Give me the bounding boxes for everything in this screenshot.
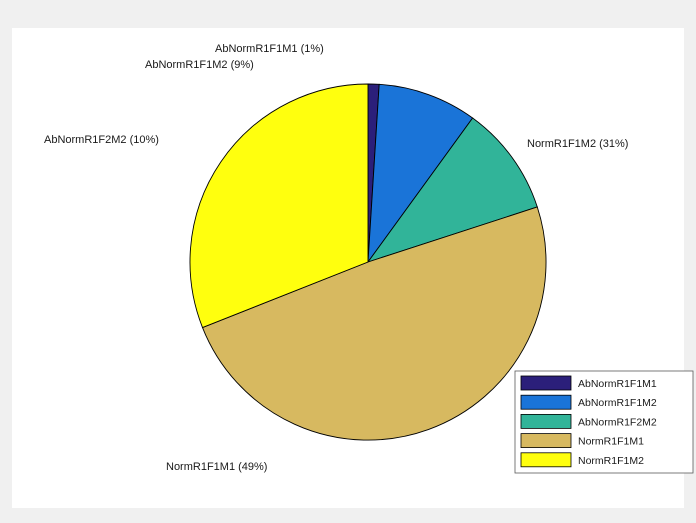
slice-label-normr1f1m1: NormR1F1M1 (49%) — [166, 461, 267, 473]
legend-label-normr1f1m2: NormR1F1M2 — [578, 455, 644, 467]
pie-slice-abnormr1f2m2 — [366, 117, 538, 263]
pie-slice-normr1f1m1 — [201, 206, 547, 441]
slice-label-abnormr1f1m2: AbNormR1F1M2 (9%) — [145, 59, 254, 71]
legend-label-abnormr1f2m2: AbNormR1F2M2 — [578, 416, 657, 428]
legend-swatch-abnormr1f1m2 — [520, 394, 572, 410]
pie-slice-normr1f1m2 — [189, 83, 369, 329]
legend-swatch-abnormr1f2m2 — [520, 413, 572, 429]
legend-label-abnormr1f1m1: AbNormR1F1M1 — [578, 378, 657, 390]
pie-labels: AbNormR1F1M1 (1%) AbNormR1F1M2 (9%) AbNorm… — [44, 43, 628, 473]
legend-label-normr1f1m1: NormR1F1M1 — [578, 436, 644, 448]
slice-label-normr1f1m2: NormR1F1M2 (31%) — [527, 138, 628, 150]
legend-swatch-abnormr1f1m1 — [520, 375, 572, 391]
legend-label-abnormr1f1m2: AbNormR1F1M2 — [578, 397, 657, 409]
slice-label-abnormr1f2m2: AbNormR1F2M2 (10%) — [44, 134, 159, 146]
pie-slice-abnormr1f1m2 — [367, 83, 474, 264]
legend: AbNormR1F1M1 AbNormR1F1M2 AbNormR1F2M2 Norm… — [514, 370, 694, 474]
slice-label-abnormr1f1m1: AbNormR1F1M1 (1%) — [215, 43, 324, 55]
legend-swatch-normr1f1m1 — [520, 433, 572, 449]
legend-swatch-normr1f1m2 — [520, 452, 572, 468]
pie-chart — [189, 83, 547, 441]
